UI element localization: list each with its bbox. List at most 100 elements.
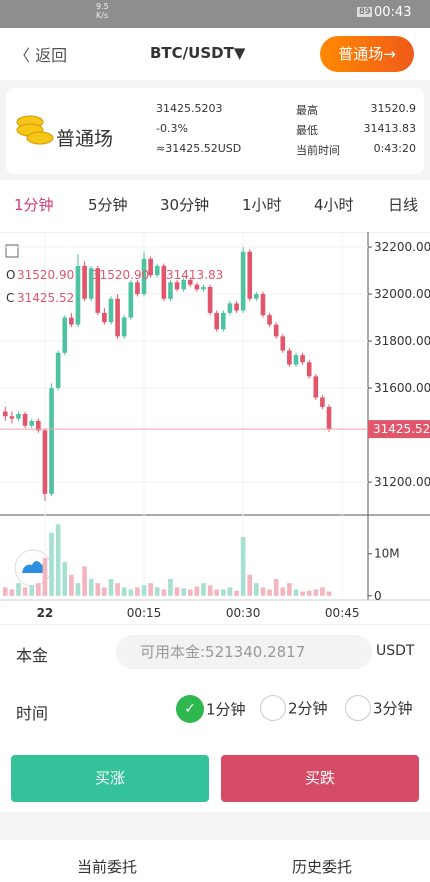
volume-bar bbox=[313, 589, 319, 596]
y-tick-label: 31200.00 bbox=[374, 475, 430, 489]
interval-tab[interactable]: 4小时 bbox=[314, 196, 354, 214]
candle-body bbox=[88, 268, 94, 299]
interval-tab[interactable]: 日线 bbox=[388, 196, 419, 214]
time-option[interactable]: 2分钟 bbox=[260, 695, 328, 721]
battery: 89 bbox=[357, 7, 373, 17]
volume-bar bbox=[234, 590, 239, 596]
ohlc-value: 31520.90 bbox=[17, 268, 74, 282]
high: 31520.9 bbox=[370, 102, 417, 115]
volume-bar bbox=[220, 589, 226, 596]
radio bbox=[345, 695, 371, 721]
status-bar: 9.5 K/s 89 00:43 bbox=[0, 0, 430, 28]
volume-bar bbox=[9, 589, 15, 596]
volume-bar bbox=[36, 583, 41, 596]
candle-body bbox=[207, 287, 213, 313]
candle-body bbox=[254, 294, 259, 299]
current-orders-tab[interactable]: 当前委托 bbox=[77, 858, 138, 876]
candle-body bbox=[141, 258, 147, 295]
ohlc-value: 31413.83 bbox=[166, 268, 223, 282]
principal-input[interactable]: 可用本金:521340.2817 bbox=[116, 635, 372, 669]
volume-bar bbox=[300, 591, 305, 596]
history-orders-tab[interactable]: 历史委托 bbox=[292, 858, 353, 876]
candle-body bbox=[280, 336, 286, 351]
usd-price: ≈31425.52USD bbox=[156, 142, 242, 155]
candle-body bbox=[148, 258, 153, 276]
volume-bar bbox=[29, 585, 35, 596]
volume-bar bbox=[320, 587, 325, 596]
candle-body bbox=[306, 362, 312, 377]
buy-down-button[interactable]: 买跌 bbox=[221, 755, 419, 802]
interval-tab[interactable]: 5分钟 bbox=[88, 196, 128, 214]
candle-body bbox=[36, 420, 41, 431]
candle-body bbox=[42, 430, 48, 494]
mode-button[interactable]: 普通场→ bbox=[320, 36, 414, 72]
candle-body bbox=[135, 282, 140, 295]
volume-bar bbox=[62, 562, 68, 596]
radio-label: 1分钟 bbox=[206, 700, 246, 719]
radio bbox=[260, 695, 286, 721]
pair-selector[interactable]: BTC/USDT▼ bbox=[150, 44, 246, 62]
volume-bar bbox=[49, 532, 54, 596]
x-tick-label: 00:45 bbox=[325, 606, 360, 620]
candle-body bbox=[313, 376, 319, 398]
volume-bar bbox=[201, 583, 206, 596]
volume-bar bbox=[194, 586, 200, 596]
speed: 9.5 bbox=[96, 2, 109, 11]
volume-bar bbox=[174, 587, 180, 596]
candle-body bbox=[55, 352, 61, 389]
candle-body bbox=[115, 298, 120, 337]
interval-tab[interactable]: 1分钟 bbox=[14, 196, 54, 214]
volume-bar bbox=[148, 583, 153, 596]
time-option[interactable]: 3分钟 bbox=[345, 695, 413, 721]
market-name: 普通场 bbox=[56, 128, 114, 150]
candle-body bbox=[326, 406, 332, 430]
candle-body bbox=[62, 317, 68, 353]
clock: 00:43 bbox=[374, 5, 412, 20]
volume-bar bbox=[135, 587, 140, 596]
time-option[interactable]: ✓ 1分钟 bbox=[176, 695, 246, 723]
volume-bar bbox=[280, 587, 286, 596]
volume-bar bbox=[141, 585, 147, 596]
expand-icon[interactable] bbox=[5, 244, 19, 258]
y-tick-label: 32200.00 bbox=[374, 240, 430, 254]
radio: ✓ bbox=[176, 695, 204, 723]
back[interactable]: 〈 返回 bbox=[14, 46, 68, 65]
interval-tab[interactable]: 30分钟 bbox=[160, 196, 210, 214]
candle-body bbox=[29, 420, 35, 426]
buy-up-button[interactable]: 买涨 bbox=[11, 755, 209, 802]
candle-body bbox=[260, 294, 266, 316]
divider bbox=[0, 624, 430, 625]
candle-body bbox=[181, 279, 186, 290]
coin-icon bbox=[16, 115, 54, 145]
volume-bar bbox=[161, 589, 167, 596]
candle-body bbox=[108, 298, 114, 323]
volume-bar bbox=[273, 578, 279, 596]
volume-bar bbox=[240, 536, 246, 596]
time: 0:43:20 bbox=[373, 142, 416, 155]
volume-bar bbox=[293, 589, 299, 596]
y-tick-label: 31800.00 bbox=[374, 334, 430, 348]
candle-body bbox=[273, 324, 279, 337]
candle-body bbox=[161, 265, 167, 299]
candle-body bbox=[128, 282, 134, 318]
candle-body bbox=[121, 317, 127, 337]
volume-bar bbox=[154, 587, 160, 596]
logo bbox=[22, 561, 48, 573]
speed-unit: K/s bbox=[96, 11, 109, 20]
volume-bar bbox=[267, 589, 272, 596]
volume-bar bbox=[69, 574, 74, 596]
volume-bar bbox=[121, 587, 127, 596]
candle-body bbox=[214, 312, 220, 330]
interval-tab[interactable]: 1小时 bbox=[242, 196, 282, 214]
candle-body bbox=[168, 282, 173, 299]
candle-body bbox=[247, 251, 253, 299]
candle-body bbox=[267, 315, 272, 325]
candle-body bbox=[227, 303, 233, 313]
candle-body bbox=[49, 388, 54, 494]
principal-label: 本金 bbox=[16, 646, 49, 665]
volume-bar bbox=[22, 587, 28, 596]
last-price-label: 31425.52 bbox=[373, 422, 430, 436]
volume-bar bbox=[42, 557, 48, 596]
x-tick-label: 00:30 bbox=[226, 606, 261, 620]
chart: 32200.00 32000.00 31800.00 31600.00 31200.00… bbox=[0, 232, 430, 620]
